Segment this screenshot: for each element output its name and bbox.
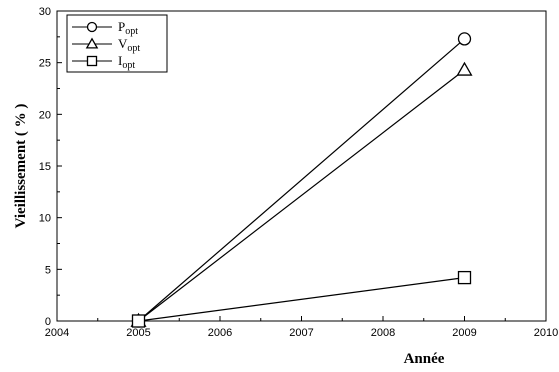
legend-label-main: V [118,36,128,51]
legend-marker-circle [86,21,98,33]
series-line-circle [138,38,465,322]
data-point-square [131,314,146,328]
x-tick-label: 2009 [452,327,476,339]
legend-label: Popt [118,19,138,37]
data-point-square [457,270,472,285]
series-line-triangle [138,69,465,322]
legend-label: Iopt [118,53,135,71]
data-point-triangle [456,61,473,76]
y-tick-label: 10 [39,213,51,225]
y-tick-label: 5 [45,264,51,276]
legend-marker-triangle [85,37,99,49]
x-tick-label: 2010 [534,327,558,339]
legend-label-subscript: opt [127,43,140,54]
y-tick-label: 30 [39,6,51,18]
x-tick-label: 2008 [371,327,395,339]
legend-label-main: I [118,53,122,68]
legend-label-main: P [118,19,125,34]
x-tick-label: 2007 [289,327,313,339]
data-point-circle [457,32,472,46]
x-tick-label: 2004 [45,327,69,339]
y-tick-label: 0 [45,316,51,328]
legend-marker-square [86,55,98,67]
y-tick-label: 25 [39,58,51,70]
x-axis-title: Année [404,351,445,367]
x-tick-label: 2006 [208,327,232,339]
series-layer [130,32,473,328]
legend-label-subscript: opt [122,60,135,71]
axes: 2004 2005 2006 2007 2008 2009 2010 0 5 10 15 20 25 30 [39,6,558,339]
legend-label-subscript: opt [125,26,138,37]
x-tick-label: 2005 [126,327,150,339]
series-line-square [138,277,465,322]
legend-label: Vopt [118,36,140,54]
y-tick-label: 15 [39,161,51,173]
y-tick-label: 20 [39,109,51,121]
y-axis-title: Vieillissement ( % ) [13,104,29,229]
